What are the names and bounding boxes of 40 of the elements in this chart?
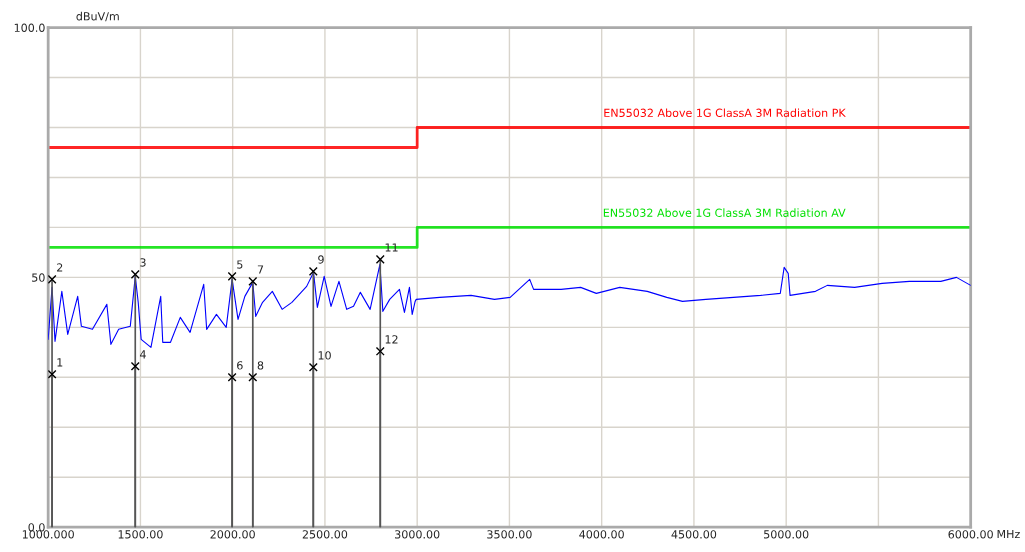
point xyxy=(375,254,385,264)
point xyxy=(248,372,258,382)
series-label: EN55032 Above 1G ClassA 3M Radiation PK xyxy=(604,108,846,118)
annotation: 4 xyxy=(139,350,146,359)
point xyxy=(48,369,57,379)
point xyxy=(227,372,237,382)
annotation: 6 xyxy=(237,361,243,370)
annotation: 12 xyxy=(385,335,398,344)
x-tick-label: 5000.00 xyxy=(764,530,809,539)
annotation: 10 xyxy=(318,351,331,360)
point xyxy=(308,266,318,276)
point xyxy=(227,271,237,281)
x-tick-label: 4000.00 xyxy=(579,530,624,539)
point xyxy=(48,274,57,284)
annotation: 2 xyxy=(57,263,63,272)
point xyxy=(308,362,318,372)
annotation: 3 xyxy=(140,258,146,267)
x-tick-label: 6000.00 xyxy=(948,530,993,539)
x-axis-title: MHz xyxy=(997,530,1020,539)
x-tick-label: 1500.00 xyxy=(118,530,163,539)
annotation: 7 xyxy=(257,265,264,274)
y-tick-label: 100.0 xyxy=(14,23,45,32)
x-tick-label: 2500.00 xyxy=(302,530,348,539)
annotation: 8 xyxy=(257,361,264,370)
x-tick-label: 2000.00 xyxy=(210,530,255,539)
x-tick-label: 4500.00 xyxy=(671,530,717,539)
annotation: 5 xyxy=(237,260,243,269)
y-axis-title: dBuV/m xyxy=(76,11,119,22)
series-label: EN55032 Above 1G ClassA 3M Radiation AV xyxy=(603,208,846,217)
y-tick-label: 50 xyxy=(32,273,45,282)
annotation: 1 xyxy=(57,358,63,367)
x-tick-label: 3000.00 xyxy=(395,530,440,539)
point xyxy=(375,346,385,356)
x-tick-label: 3500.00 xyxy=(487,530,532,539)
x-tick-label: 1000.000 xyxy=(22,530,74,539)
point xyxy=(130,269,140,279)
point xyxy=(248,276,258,286)
point xyxy=(130,361,140,371)
y-tick-label: 0.0 xyxy=(28,523,45,532)
annotation: 9 xyxy=(318,255,324,264)
